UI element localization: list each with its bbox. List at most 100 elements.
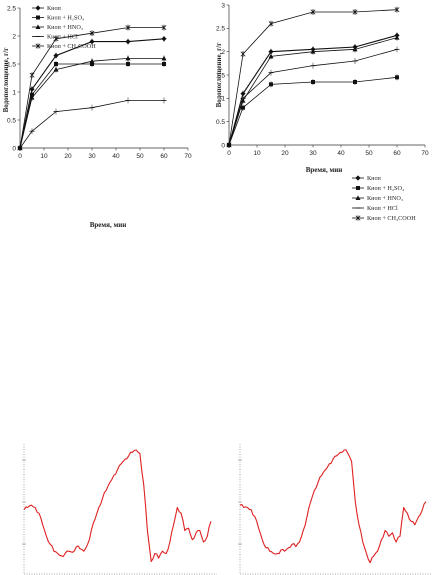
- legend-item: Кноп + HNO₃: [352, 195, 403, 202]
- x-tick-label: 60: [160, 153, 168, 160]
- x-tick-label: 30: [309, 150, 317, 157]
- x-tick-label: 0: [18, 153, 22, 160]
- legend-item: Кноп + HCl: [352, 205, 398, 212]
- data-point: [268, 21, 274, 27]
- x-tick-label: 70: [184, 153, 192, 160]
- legend-label: Кноп + H₂SO₄: [47, 15, 84, 22]
- data-point: [53, 67, 59, 72]
- legend-label: Кноп + CH₃COOH: [367, 215, 416, 222]
- data-point: [53, 53, 59, 59]
- series-кноп-hno: [226, 34, 400, 148]
- data-point: [125, 39, 131, 45]
- data-point: [310, 49, 316, 54]
- legend-item: Кноп + CH₃COOH: [32, 43, 96, 50]
- x-axis-label: Время, мин: [90, 221, 127, 229]
- y-tick-label: 1.5: [7, 61, 16, 68]
- legend: Кноп Кноп + H₂SO₄ Кноп + HNO₃ Кноп + HCl Кно…: [32, 5, 96, 50]
- series-кноп-ch-cooh: [226, 6, 400, 148]
- legend-item: Кноп + HCl: [32, 34, 78, 41]
- legend-marker: [35, 5, 41, 11]
- data-point: [161, 25, 167, 31]
- y-tick-label: 0: [12, 145, 16, 152]
- data-point: [29, 72, 35, 78]
- spectrum-curve: [23, 449, 212, 563]
- data-point: [162, 62, 166, 66]
- legend-label: Кноп + HCl: [47, 34, 78, 41]
- data-point: [311, 80, 315, 84]
- series-кноп-hcl: [226, 46, 400, 148]
- x-tick-label: 10: [40, 153, 48, 160]
- spectrum-right: [238, 444, 432, 575]
- legend-label: Кноп + CH₃COOH: [47, 43, 96, 50]
- x-tick-label: 50: [136, 153, 144, 160]
- spectrum-curve: [239, 449, 427, 564]
- x-tick-label: 40: [112, 153, 120, 160]
- series-line: [228, 48, 398, 146]
- data-point: [125, 55, 131, 61]
- data-point: [54, 62, 58, 66]
- data-point: [89, 58, 95, 64]
- y-axis-label: Водопоглощение, г/г: [2, 48, 10, 113]
- data-point: [241, 105, 245, 110]
- series-кноп-hcl: [17, 97, 167, 151]
- series-line: [228, 9, 398, 146]
- legend-marker: [36, 15, 40, 20]
- data-point: [240, 91, 246, 97]
- y-tick-label: 3: [221, 2, 225, 9]
- y-tick-label: 2: [12, 33, 16, 40]
- legend-item: Кноп + H₂SO₄: [32, 15, 84, 22]
- legend-label: Кноп: [47, 5, 62, 12]
- x-tick-label: 0: [227, 150, 231, 157]
- data-point: [395, 75, 399, 80]
- x-tick-label: 70: [421, 150, 429, 157]
- data-point: [240, 51, 246, 57]
- legend-marker: [35, 24, 41, 29]
- data-point: [17, 145, 23, 151]
- legend-label: Кноп + HCl: [367, 205, 398, 212]
- x-tick-label: 10: [253, 150, 261, 157]
- data-point: [89, 39, 95, 45]
- series-line: [19, 58, 164, 149]
- x-tick-label: 50: [365, 150, 373, 157]
- data-point: [268, 53, 274, 59]
- legend-item: Кноп: [32, 5, 62, 12]
- y-tick-label: 0: [221, 142, 225, 149]
- legend-item: Кноп + H₂SO₄: [352, 185, 404, 192]
- data-point: [29, 86, 35, 92]
- series-line: [19, 38, 165, 149]
- x-tick-label: 20: [64, 153, 72, 160]
- y-tick-label: 2.5: [7, 5, 16, 12]
- y-tick-label: 1: [221, 96, 225, 103]
- data-point: [352, 9, 358, 15]
- data-point: [126, 62, 130, 66]
- data-point: [394, 7, 400, 13]
- data-point: [29, 95, 35, 100]
- y-tick-label: 0.5: [7, 117, 16, 124]
- data-point: [352, 46, 358, 52]
- legend-item: Кноп + HNO₃: [32, 24, 83, 31]
- legend-label: Кноп + H₂SO₄: [367, 185, 404, 192]
- series-кноп-hno: [17, 55, 167, 151]
- data-point: [353, 80, 357, 84]
- series-кноп: [17, 35, 167, 151]
- series-line: [228, 76, 398, 146]
- legend-label: Кноп + HNO₃: [367, 195, 403, 202]
- x-tick-label: 30: [88, 153, 96, 160]
- y-tick-label: 2.5: [216, 26, 225, 33]
- series-line: [228, 37, 398, 146]
- x-tick-label: 20: [281, 150, 289, 157]
- x-axis-label: Время, мин: [306, 166, 343, 174]
- data-point: [161, 55, 167, 61]
- data-point: [269, 82, 273, 87]
- water-absorption-chart-left: 0 10 20 30 40 50 60 70 0 0.5 1 1.5 2 2.5 Кноп Кноп + H₂…: [2, 5, 192, 229]
- data-point: [125, 25, 131, 31]
- y-tick-label: 1: [12, 89, 16, 96]
- legend-marker: [356, 186, 360, 190]
- legend-marker: [35, 43, 41, 49]
- y-axis-label: Водопоглощение, г/г: [215, 43, 223, 108]
- x-tick-label: 60: [393, 150, 401, 157]
- data-point: [226, 142, 232, 148]
- legend-item: Кноп + CH₃COOH: [352, 215, 416, 222]
- data-point: [161, 36, 167, 42]
- data-point: [268, 49, 274, 55]
